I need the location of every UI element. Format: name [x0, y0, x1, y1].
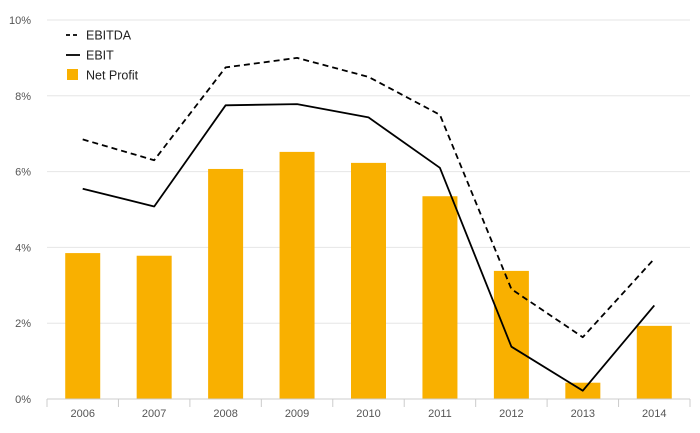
net-profit-bar: [422, 196, 458, 399]
net-profit-bar: [65, 253, 101, 399]
x-tick-label: 2008: [213, 408, 237, 420]
x-tick-label: 2011: [428, 408, 452, 420]
net-profit-bar: [636, 325, 672, 399]
net-profit-bar: [493, 270, 529, 399]
net-profit-bars: [65, 151, 672, 399]
x-tick-label: 2006: [70, 408, 94, 420]
legend-label-ebitda: EBITDA: [86, 29, 132, 43]
x-axis: 2006 2007 2008 2009 2010 2011 2012 2013 2014: [46, 398, 691, 420]
legend-swatch-net-profit: [67, 69, 78, 80]
x-tick-label: 2013: [571, 408, 595, 420]
legend-item-ebit: EBIT: [66, 49, 114, 63]
net-profit-bar: [351, 162, 386, 399]
x-tick-label: 2007: [142, 408, 166, 420]
y-tick-label: 0%: [15, 394, 31, 406]
y-tick-label: 8%: [15, 91, 31, 103]
x-tick-label: 2014: [642, 408, 666, 420]
y-tick-label: 6%: [15, 167, 31, 179]
ebitda-line: [82, 57, 655, 339]
x-tick-label: 2012: [499, 408, 523, 420]
legend-item-net-profit: Net Profit: [67, 69, 139, 83]
y-tick-label: 4%: [15, 242, 31, 254]
x-tick-label: 2010: [356, 408, 380, 420]
y-tick-label: 10%: [9, 15, 31, 27]
legend-label-net-profit: Net Profit: [86, 69, 139, 83]
y-axis-ticks: 0% 2% 4% 6% 8% 10%: [9, 15, 31, 406]
net-profit-bar: [208, 168, 244, 399]
net-profit-bar: [279, 151, 315, 399]
y-tick-label: 2%: [15, 318, 31, 330]
line-series: [82, 57, 655, 392]
net-profit-bar: [136, 255, 172, 399]
legend-item-ebitda: EBITDA: [66, 29, 132, 43]
legend-label-ebit: EBIT: [86, 49, 114, 63]
x-tick-label: 2009: [285, 408, 309, 420]
ebit-line: [82, 103, 655, 392]
legend: EBITDA EBIT Net Profit: [66, 29, 139, 83]
